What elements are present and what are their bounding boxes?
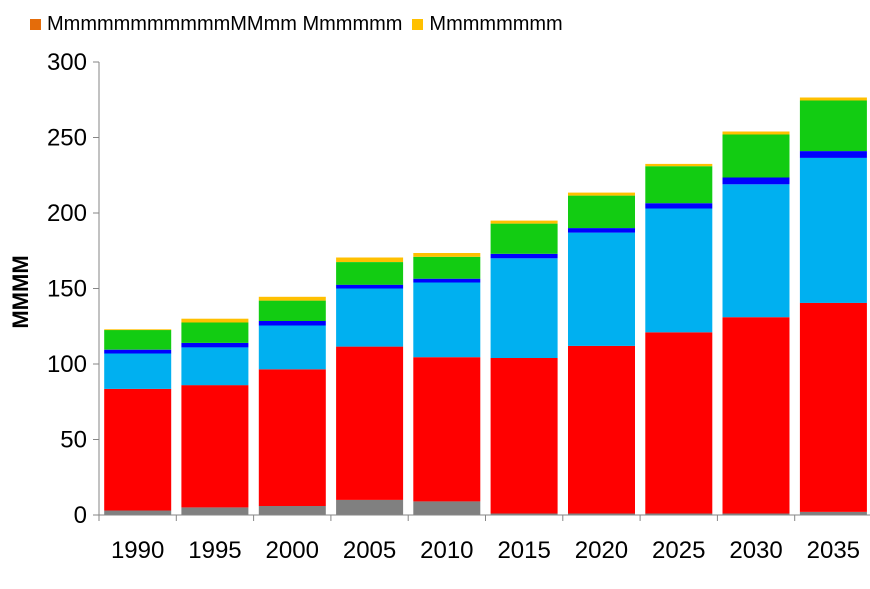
bar-segment-s0 [799, 512, 867, 515]
bar-segment-s2 [568, 232, 635, 346]
bar-segment-s1 [104, 388, 172, 511]
bar-segment-s0 [722, 513, 790, 515]
legend-label: Mmmmmmmm [429, 12, 563, 35]
y-tick-label: 0 [74, 502, 87, 529]
bar-segment-s0 [104, 510, 172, 515]
bar-segment-s2 [258, 325, 326, 370]
bar-segment-s1 [413, 357, 481, 502]
y-tick-label: 250 [47, 125, 87, 152]
bar-segment-s3 [568, 228, 635, 233]
bar-segment-s3 [181, 342, 249, 348]
bar-segment-s1 [490, 358, 558, 514]
axes-layer: 0 50 100 150 200 250 300 1990 1995 2000 2005 2010 20… [47, 49, 870, 564]
bar-segment-s4 [336, 262, 404, 285]
bar-segment-s3 [413, 278, 481, 283]
bar-segment-s1 [722, 317, 790, 514]
bar-segment-s0 [413, 501, 481, 515]
legend-label: MmmmmmmmmmmMMmm Mmmmmm [47, 12, 403, 35]
legend-item: MmmmmmmmmmmMMmm Mmmmmm [30, 13, 402, 36]
bar-segment-s5 [490, 220, 558, 224]
bar-segment-s0 [336, 499, 404, 515]
bar-segment-s0 [490, 513, 558, 515]
x-tick-label: 2000 [266, 537, 319, 564]
y-tick-label: 50 [60, 427, 87, 454]
x-tick-label: 2005 [343, 537, 396, 564]
y-tick-label: 100 [47, 351, 87, 378]
x-tick-label: 1995 [188, 537, 241, 564]
bar-segment-s3 [799, 151, 867, 158]
bar-segment-s5 [258, 296, 326, 301]
bar-segment-s4 [799, 100, 867, 152]
bar-segment-s2 [336, 288, 404, 347]
bar-segment-s3 [645, 203, 713, 209]
bar-segment-s0 [258, 505, 326, 515]
x-tick-label: 2015 [497, 537, 550, 564]
bar-segment-s5 [799, 97, 867, 101]
y-tick-label: 150 [47, 276, 87, 303]
bar-segment-s1 [799, 302, 867, 512]
legend-swatch [30, 18, 41, 30]
bar-layer [104, 97, 867, 515]
legend-swatch [412, 18, 424, 30]
y-tick-label: 300 [47, 49, 87, 76]
bar-segment-s0 [568, 513, 635, 515]
x-tick-label: 2025 [652, 537, 705, 564]
bar-segment-s1 [645, 332, 713, 514]
bar-segment-s1 [336, 346, 404, 500]
x-tick-label: 2020 [575, 537, 628, 564]
bar-segment-s2 [181, 347, 249, 386]
bar-segment-s2 [799, 157, 867, 303]
bar-segment-s5 [104, 329, 172, 331]
bar-segment-s5 [413, 253, 481, 257]
bar-segment-s2 [104, 353, 172, 389]
bar-segment-s3 [258, 321, 326, 326]
bar-segment-s2 [645, 208, 713, 333]
bar-segment-s2 [722, 184, 790, 318]
bar-segment-s4 [490, 223, 558, 254]
x-tick-label: 2035 [807, 537, 860, 564]
legend-item: Mmmmmmmm [412, 12, 563, 36]
x-tick-label: 2030 [729, 537, 782, 564]
bar-segment-s4 [645, 166, 713, 204]
bar-segment-s3 [490, 253, 558, 259]
bar-segment-s3 [104, 349, 172, 354]
bar-segment-s1 [258, 369, 326, 506]
bar-segment-s5 [645, 163, 713, 167]
chart-legend: MmmmmmmmmmmMMmm Mmmmmm Mmmmmmmm [30, 12, 573, 36]
bar-segment-s5 [568, 192, 635, 196]
bar-segment-s4 [181, 322, 249, 343]
bar-segment-s5 [336, 257, 404, 262]
bar-segment-s3 [722, 177, 790, 185]
bar-segment-s4 [104, 330, 172, 350]
bar-segment-s2 [490, 258, 558, 358]
x-tick-label: 1990 [111, 537, 164, 564]
bar-segment-s0 [181, 507, 249, 515]
bar-segment-s1 [181, 385, 249, 508]
x-tick-label: 2010 [420, 537, 473, 564]
bar-segment-s4 [568, 195, 635, 229]
bar-segment-s4 [722, 134, 790, 178]
bar-segment-s5 [181, 318, 249, 323]
bar-segment-s4 [413, 256, 481, 279]
bar-segment-s0 [645, 513, 713, 515]
bar-segment-s1 [568, 345, 635, 514]
bar-segment-s5 [722, 131, 790, 135]
bar-segment-s4 [258, 300, 326, 321]
y-tick-label: 200 [47, 200, 87, 227]
y-axis-label: MMMM [8, 255, 33, 328]
bar-segment-s2 [413, 282, 481, 358]
bar-segment-s3 [336, 284, 404, 289]
